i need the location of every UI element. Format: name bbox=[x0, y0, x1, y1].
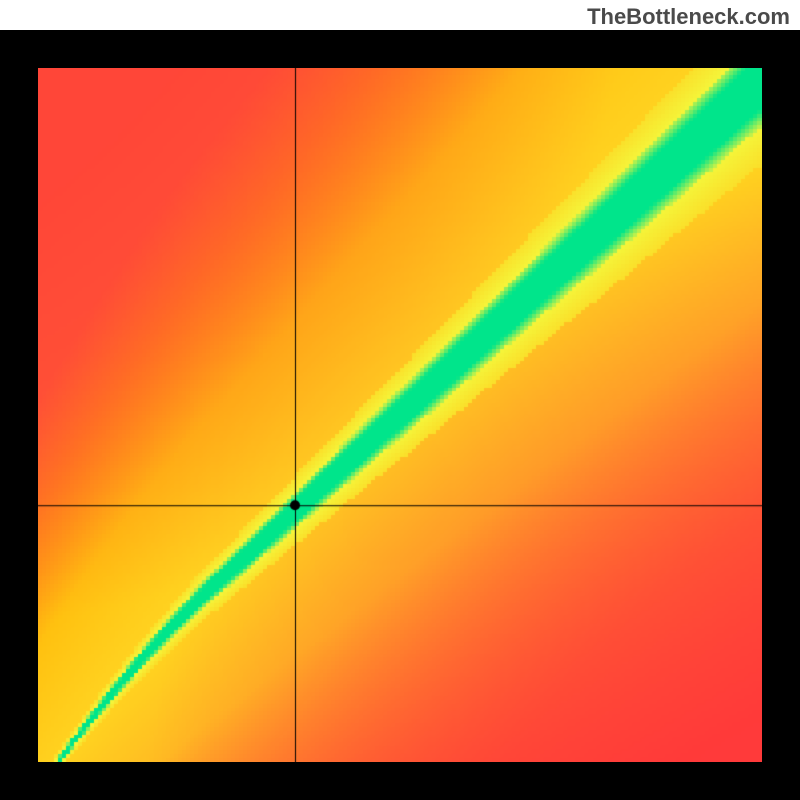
watermark-text: TheBottleneck.com bbox=[587, 4, 790, 30]
bottleneck-heatmap bbox=[38, 68, 762, 762]
